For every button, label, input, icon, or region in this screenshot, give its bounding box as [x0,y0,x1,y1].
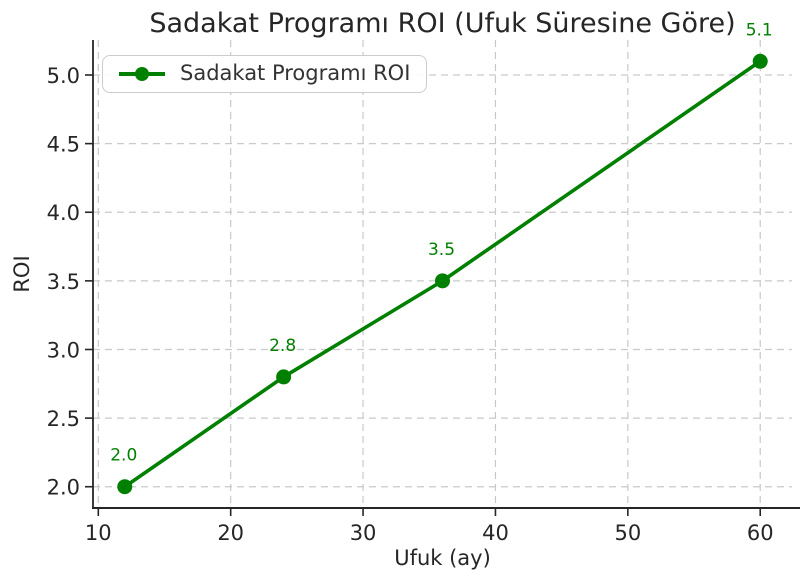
data-point-marker [276,369,292,385]
data-point-label: 2.8 [269,336,296,356]
data-point-marker [752,53,768,69]
data-point-marker [117,479,133,495]
x-tick-label: 40 [482,521,509,545]
legend-label: Sadakat Programı ROI [180,61,411,85]
x-tick-label: 20 [217,521,244,545]
y-tick-label: 3.0 [47,338,80,362]
y-tick-label: 4.5 [47,133,80,157]
x-tick-label: 10 [85,521,112,545]
y-tick-label: 2.0 [47,476,80,500]
y-tick-label: 5.0 [47,64,80,88]
data-point-label: 3.5 [428,240,455,260]
legend-line-sample [119,67,165,81]
point-labels-group: 2.0 2.8 3.5 5.1 [110,20,773,465]
spines-group [92,40,800,509]
y-tick-label: 3.5 [47,270,80,294]
x-axis-label: Ufuk (ay) [394,546,491,570]
data-point-label: 2.0 [110,446,137,466]
x-tick-label: 50 [614,521,641,545]
legend: Sadakat Programı ROI [102,55,428,93]
x-tick-label: 60 [747,521,774,545]
y-tick-labels-group: 2.0 2.5 3.0 3.5 4.0 4.5 5.0 [47,64,80,500]
y-tick-label: 2.5 [47,407,80,431]
tick-marks-group [85,74,762,516]
data-point-label: 5.1 [746,20,773,40]
roi-series-group [117,53,768,495]
legend-sample-marker-icon [135,67,149,81]
x-tick-labels-group: 10 20 30 40 50 60 [85,521,774,545]
y-tick-label: 4.0 [47,201,80,225]
data-point-marker [435,273,450,289]
x-tick-label: 30 [350,521,377,545]
roi-line [122,59,763,489]
chart-title: Sadakat Programı ROI (Ufuk Süresine Göre… [149,8,736,39]
